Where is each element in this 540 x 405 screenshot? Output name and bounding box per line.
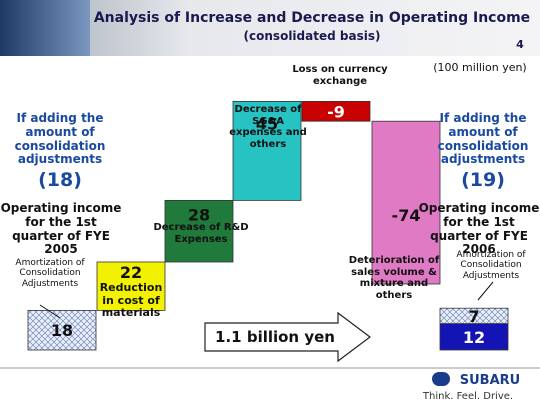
end-bar	[439, 323, 509, 351]
left-total: (18)	[38, 169, 82, 191]
category-label: Decrease of SG&A expenses and others	[229, 104, 307, 150]
category-label: Loss on currency exchange	[292, 64, 388, 87]
value-label: -74	[392, 206, 421, 225]
brand: SUBARU	[460, 373, 520, 388]
category-label: Reduction in cost of materials	[99, 281, 163, 320]
pointer	[39, 304, 61, 319]
value-label: 45	[256, 114, 278, 133]
chart-title: Analysis of Increase and Decrease in Ope…	[94, 10, 530, 26]
end-value-label: 12	[463, 328, 485, 347]
arrow	[204, 311, 371, 363]
header-image	[0, 0, 90, 56]
bar	[371, 120, 441, 285]
end-value-label: 7	[468, 307, 479, 326]
right-label: Operating income for the 1st quarter of …	[418, 201, 540, 257]
left-label: Operating income for the 1st quarter of …	[0, 201, 122, 257]
category-label: Deterioration of sales volume & mixture …	[348, 255, 440, 301]
brand-logo	[432, 372, 450, 386]
bar	[164, 199, 234, 263]
right-total: (19)	[461, 169, 505, 191]
page-number: 4	[516, 38, 524, 51]
end-bar	[439, 307, 509, 325]
chart-subtitle: (consolidated basis)	[244, 29, 381, 43]
bar	[27, 309, 97, 351]
tagline: Think. Feel. Drive.	[422, 391, 513, 402]
pointer	[477, 281, 494, 301]
value-label: 18	[51, 321, 73, 340]
value-label: 22	[120, 263, 142, 282]
bar	[301, 101, 371, 122]
value-label: 28	[188, 205, 210, 224]
category-label: Decrease of R&D Expenses	[153, 222, 249, 245]
right-note: If adding the amount of consolidation ad…	[437, 111, 529, 167]
unit-label: (100 million yen)	[433, 61, 527, 74]
end-category-label: Amortization of Consolidation Adjustment…	[456, 250, 526, 281]
value-label: -9	[327, 102, 345, 121]
category-label: Amortization of Consolidation Adjustment…	[15, 258, 85, 289]
left-note: If adding the amount of consolidation ad…	[14, 111, 106, 167]
arrow-label: 1.1 billion yen	[215, 328, 335, 346]
bar	[96, 261, 166, 311]
bar	[232, 101, 302, 201]
